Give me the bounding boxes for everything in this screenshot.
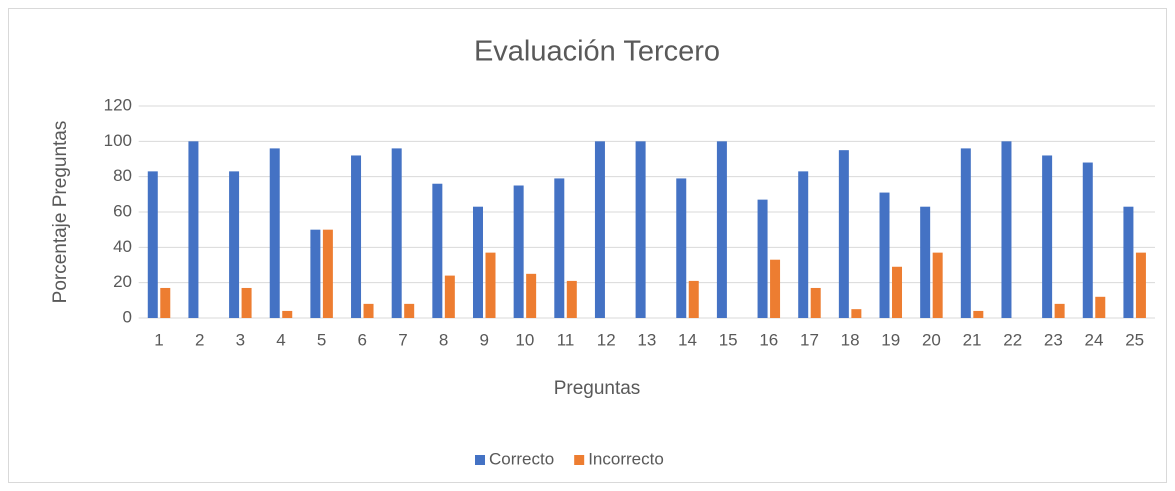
y-tick-label: 80 [113, 166, 132, 185]
y-tick-label: 100 [104, 131, 132, 150]
bar [879, 192, 890, 318]
x-tick-label: 2 [195, 330, 204, 349]
bar [322, 229, 333, 318]
bar [432, 183, 443, 318]
bar [485, 252, 496, 318]
bar [920, 206, 931, 318]
bar [282, 310, 293, 318]
bar [229, 171, 240, 318]
x-tick-label: 24 [1085, 330, 1104, 349]
x-tick-label: 1 [154, 330, 163, 349]
x-tick-label: 12 [597, 330, 616, 349]
bar [188, 141, 199, 318]
bar [472, 206, 483, 318]
x-tick-label: 3 [236, 330, 245, 349]
x-tick-label: 18 [841, 330, 860, 349]
bar [676, 178, 687, 318]
bar [160, 287, 171, 318]
x-tick-label: 15 [719, 330, 738, 349]
y-tick-label: 40 [113, 237, 132, 256]
bar [1042, 155, 1053, 318]
x-tick-label: 11 [557, 330, 575, 349]
bar [269, 148, 280, 318]
bar [241, 287, 252, 318]
bar [770, 259, 781, 318]
x-tick-label: 19 [881, 330, 900, 349]
x-tick-label: 20 [922, 330, 941, 349]
x-tick-label: 17 [800, 330, 819, 349]
bar [554, 178, 565, 318]
y-tick-label: 120 [104, 95, 132, 114]
x-tick-label: 21 [963, 330, 982, 349]
bar [1054, 303, 1065, 318]
legend-label: Correcto [489, 449, 554, 468]
bar [688, 280, 699, 318]
x-tick-label: 7 [398, 330, 407, 349]
x-tick-label: 23 [1044, 330, 1063, 349]
x-tick-label: 10 [515, 330, 534, 349]
bar [1123, 206, 1134, 318]
y-tick-label: 0 [123, 307, 132, 326]
bar [798, 171, 809, 318]
bar [594, 141, 605, 318]
bar [513, 185, 524, 318]
bar [391, 148, 402, 318]
bar [351, 155, 362, 318]
bar [851, 309, 862, 318]
x-tick-label: 13 [637, 330, 656, 349]
bar [363, 303, 374, 318]
x-tick-label: 14 [678, 330, 697, 349]
x-tick-label: 5 [317, 330, 326, 349]
bar [960, 148, 971, 318]
bar [892, 266, 903, 318]
x-tick-label: 9 [480, 330, 489, 349]
bar [1001, 141, 1012, 318]
x-axis-label: Preguntas [554, 378, 641, 399]
x-tick-label: 16 [759, 330, 778, 349]
chart-frame [8, 8, 1167, 483]
bar [1082, 162, 1093, 318]
bar [757, 199, 768, 318]
x-tick-label: 4 [276, 330, 285, 349]
x-tick-label: 22 [1003, 330, 1022, 349]
bar [1095, 296, 1106, 318]
x-tick-label: 8 [439, 330, 448, 349]
bar [635, 141, 646, 318]
bar [404, 303, 415, 318]
bar [310, 229, 321, 318]
legend-swatch [574, 455, 585, 465]
bar [1135, 252, 1146, 318]
bar [810, 287, 821, 318]
bar [147, 171, 158, 318]
bar [526, 273, 537, 318]
bar [932, 252, 943, 318]
legend-label: Incorrecto [588, 449, 664, 468]
bar [566, 280, 577, 318]
y-axis-label: Porcentaje Preguntas [50, 121, 71, 304]
bar [444, 275, 455, 318]
chart-title: Evaluación Tercero [474, 36, 720, 68]
legend-swatch [475, 455, 485, 465]
bar [716, 141, 727, 318]
bar [973, 310, 984, 318]
y-tick-label: 60 [113, 201, 132, 220]
bar [838, 150, 849, 318]
x-tick-label: 25 [1125, 330, 1144, 349]
x-tick-label: 6 [358, 330, 367, 349]
y-tick-label: 20 [113, 272, 132, 291]
